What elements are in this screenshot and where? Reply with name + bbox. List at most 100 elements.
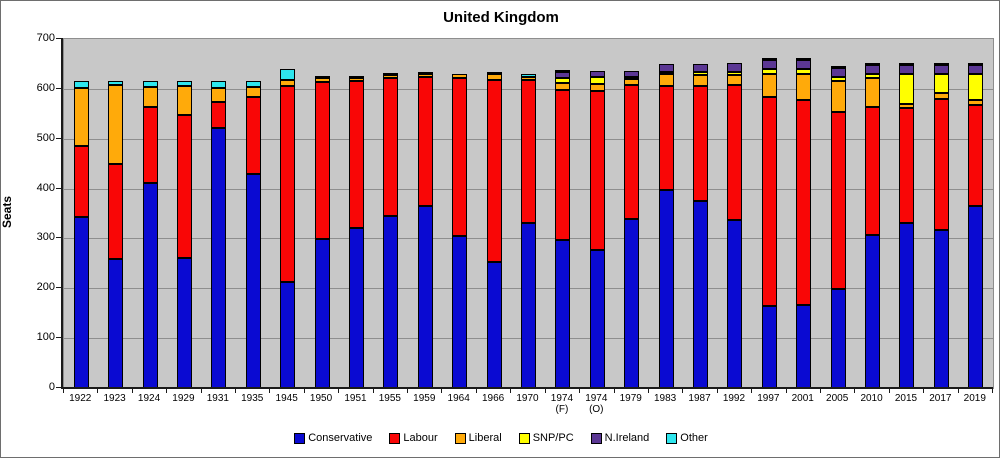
bar-segment-other xyxy=(899,63,915,66)
bar-segment-conservative xyxy=(176,258,192,388)
x-axis-tick xyxy=(510,389,512,393)
bar-segment-n-ireland xyxy=(727,63,743,72)
bar-segment-conservative xyxy=(73,216,89,388)
x-axis-label-1964: 1964 xyxy=(447,393,470,404)
bar-segment-conservative xyxy=(693,200,709,388)
x-axis-tick xyxy=(200,389,202,393)
bar-segment-liberal xyxy=(142,87,158,108)
bar-2015 xyxy=(899,39,915,388)
bar-segment-snp-pc xyxy=(968,73,984,100)
x-axis-label-1945: 1945 xyxy=(275,393,298,404)
bar-segment-n-ireland xyxy=(796,60,812,70)
y-axis-tick-300 xyxy=(56,237,61,239)
bar-segment-n-ireland xyxy=(933,64,949,74)
y-axis-tick-label-300: 300 xyxy=(36,231,55,244)
bar-segment-other xyxy=(796,58,812,61)
bar-segment-other xyxy=(142,81,158,88)
bar-1974(F) xyxy=(555,39,571,388)
x-axis-label-1924: 1924 xyxy=(137,393,161,404)
bar-segment-labour xyxy=(933,99,949,230)
bar-1966 xyxy=(486,39,502,388)
x-axis-tick xyxy=(957,389,959,393)
legend-label-snp-pc: SNP/PC xyxy=(532,432,574,444)
bar-segment-conservative xyxy=(521,223,536,388)
x-axis-tick xyxy=(372,389,374,393)
bar-segment-conservative xyxy=(761,305,777,388)
x-axis-label-1929: 1929 xyxy=(172,393,195,404)
x-axis-tick xyxy=(475,389,477,393)
bar-segment-snp-pc xyxy=(624,77,640,80)
bar-segment-labour xyxy=(108,164,124,260)
y-axis-tick-label-600: 600 xyxy=(36,81,55,94)
x-axis-label-1997: 1997 xyxy=(757,393,780,404)
y-axis-tick-label-100: 100 xyxy=(36,331,55,344)
bar-1964 xyxy=(452,39,468,388)
bar-1979 xyxy=(624,39,640,388)
bar-segment-snp-pc xyxy=(830,76,846,82)
bar-segment-conservative xyxy=(142,182,158,388)
x-axis-tick xyxy=(579,389,581,393)
x-axis-tick xyxy=(751,389,753,393)
bar-segment-labour xyxy=(968,105,984,207)
x-axis-label-1955: 1955 xyxy=(378,393,401,404)
x-axis-label-1950: 1950 xyxy=(309,393,333,404)
bar-segment-labour xyxy=(624,84,640,219)
bar-segment-liberal xyxy=(555,82,571,90)
bar-segment-other xyxy=(830,65,846,68)
bar-segment-conservative xyxy=(314,239,330,388)
y-axis-tick-label-0: 0 xyxy=(48,381,55,393)
y-axis-tick-label-700: 700 xyxy=(36,32,55,44)
x-axis-tick xyxy=(682,389,684,393)
bar-segment-labour xyxy=(348,80,364,228)
bar-segment-liberal xyxy=(693,75,709,87)
bar-segment-labour xyxy=(555,89,571,240)
bar-segment-n-ireland xyxy=(899,65,915,75)
bar-segment-labour xyxy=(73,145,89,217)
bar-segment-n-ireland xyxy=(865,64,881,74)
bar-segment-labour xyxy=(142,107,158,183)
x-axis-tick xyxy=(613,389,615,393)
legend-swatch-labour xyxy=(389,432,401,444)
bar-segment-n-ireland xyxy=(589,71,605,78)
bar-segment-conservative xyxy=(658,190,674,388)
legend-swatch-conservative xyxy=(294,432,306,444)
x-axis-tick xyxy=(716,389,718,393)
bar-segment-n-ireland xyxy=(555,72,571,79)
bar-segment-conservative xyxy=(589,249,605,388)
bar-segment-snp-pc xyxy=(796,69,812,74)
bar-segment-liberal xyxy=(452,73,468,79)
legend-item-conservative: Conservative xyxy=(294,432,372,444)
bar-segment-snp-pc xyxy=(933,73,949,94)
legend-item-labour: Labour xyxy=(389,432,438,444)
bar-segment-other xyxy=(761,58,777,61)
x-axis-label-1970: 1970 xyxy=(516,393,539,404)
bar-segment-liberal xyxy=(245,86,261,98)
bar-segment-labour xyxy=(899,107,915,224)
x-axis-label-1974O: 1974 (O) xyxy=(585,393,608,415)
bar-segment-other xyxy=(245,81,261,87)
x-axis-label-2015: 2015 xyxy=(894,393,918,404)
bar-segment-liberal xyxy=(314,77,330,83)
bar-2010 xyxy=(865,39,881,388)
x-axis-tick xyxy=(854,389,856,393)
bar-segment-other xyxy=(486,72,502,75)
legend: Conservative Labour Liberal SNP/PC N.Ireland… xyxy=(1,432,999,444)
bar-segment-conservative xyxy=(555,239,571,388)
x-axis-tick xyxy=(407,389,409,393)
bar-segment-labour xyxy=(796,99,812,306)
bar-segment-conservative xyxy=(486,261,502,388)
bar-segment-labour xyxy=(727,85,743,221)
bar-1987 xyxy=(693,39,709,388)
bar-segment-conservative xyxy=(796,305,812,388)
legend-label-n-ireland: N.Ireland xyxy=(604,432,650,444)
x-axis-tick xyxy=(63,389,64,393)
legend-item-snp-pc: SNP/PC xyxy=(518,432,574,444)
legend-label-liberal: Liberal xyxy=(468,432,502,444)
x-axis-tick xyxy=(785,389,787,393)
bar-segment-liberal xyxy=(280,79,296,86)
bar-segment-n-ireland xyxy=(830,67,846,77)
bar-segment-liberal xyxy=(624,79,640,85)
bar-segment-labour xyxy=(383,77,399,216)
bar-segment-n-ireland xyxy=(761,60,777,70)
bar-segment-labour xyxy=(417,77,433,207)
